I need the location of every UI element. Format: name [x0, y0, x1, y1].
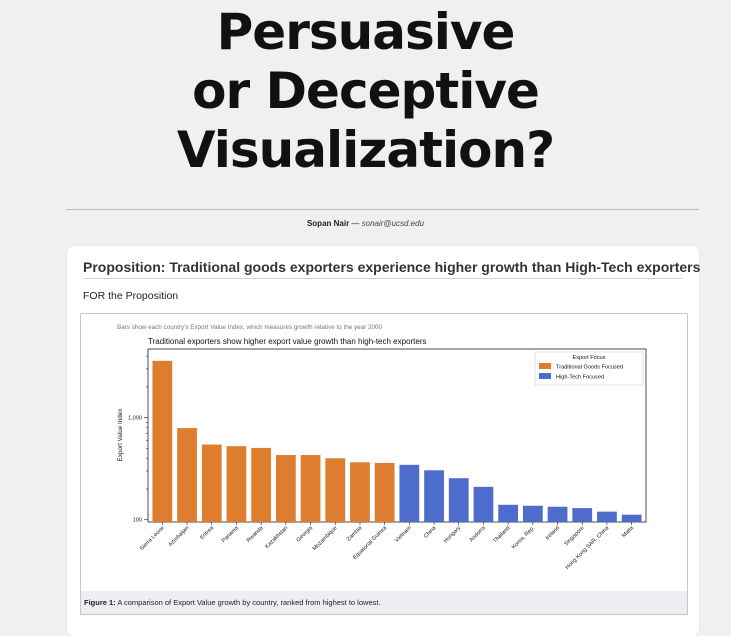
- author-email[interactable]: sonair@ucsd.edu: [361, 219, 425, 228]
- x-tick-label: Hungary: [443, 525, 462, 544]
- bar-rwanda: [251, 447, 272, 522]
- byline-separator: —: [349, 219, 362, 228]
- bar-panama: [226, 446, 247, 522]
- page-title: Persuasive or Deceptive Visualization?: [0, 0, 731, 180]
- bar-andorra: [473, 486, 494, 522]
- bar-vietnam: [399, 464, 420, 522]
- byline: Sopan Nair — sonair@ucsd.edu: [0, 219, 731, 228]
- bar-eritrea: [201, 444, 222, 522]
- y-axis-label: Export Value Index: [117, 408, 124, 462]
- x-tick-label: Mozambique: [312, 525, 339, 552]
- x-tick-label: Singapore: [563, 525, 585, 547]
- legend-label-hightech: High-Tech Focused: [556, 375, 604, 381]
- bar-chart: Bars show each country's Export Value In…: [117, 324, 647, 571]
- bar-sierra-leone: [152, 360, 173, 522]
- x-tick-label: Zambia: [346, 525, 364, 543]
- x-tick-label: Ireland: [545, 525, 561, 541]
- stance-label: FOR the Proposition: [83, 290, 179, 302]
- plot-frame: [147, 348, 647, 523]
- legend-label-traditional: Traditional Goods Focused: [556, 365, 623, 371]
- x-tick-label: Panama: [221, 525, 241, 545]
- x-tick-label: Rwanda: [246, 525, 265, 544]
- x-tick-label: Sierra Leone: [139, 525, 166, 552]
- proposition-card: Proposition: Traditional goods exporters…: [67, 246, 700, 636]
- legend-title: Export Focus: [573, 355, 606, 361]
- bar-ireland: [547, 506, 568, 522]
- bar-korea-rep: [522, 505, 543, 522]
- x-tick-label: Korea, Rep.: [511, 525, 537, 551]
- x-tick-label: Eritrea: [199, 525, 216, 542]
- bar-georgia: [300, 455, 321, 522]
- chart-title: Traditional exporters show higher export…: [148, 337, 427, 346]
- legend-box: [534, 351, 644, 386]
- bar-thailand: [498, 504, 519, 522]
- x-tick-label: Vietnam: [394, 525, 413, 544]
- bar-azerbaijan: [177, 428, 197, 522]
- proposition-heading: Proposition: Traditional goods exporters…: [83, 259, 700, 279]
- caption-label: Figure 1:: [84, 598, 116, 607]
- bar-hong-kong-sar-china: [597, 511, 617, 522]
- bar-hungary: [448, 478, 469, 522]
- bar-singapore: [572, 508, 593, 522]
- legend-swatch-hightech: [539, 373, 551, 379]
- bar-kazakhstan: [275, 455, 296, 522]
- title-divider: [66, 209, 699, 210]
- title-line-2: or Deceptive: [192, 62, 540, 120]
- x-tick-label: Azerbaijan: [168, 525, 191, 548]
- y-tick-label: 1,000: [128, 416, 142, 422]
- x-tick-label: Thailand: [492, 525, 511, 544]
- bar-zambia: [350, 462, 370, 522]
- y-tick-label: 100: [133, 518, 142, 524]
- x-tick-label: China: [423, 525, 438, 540]
- x-tick-label: Hong Kong SAR, China: [565, 525, 611, 571]
- x-tick-label: Andorra: [469, 525, 488, 544]
- bar-malta: [621, 514, 642, 522]
- legend-swatch-traditional: [539, 363, 551, 369]
- title-line-1: Persuasive: [216, 3, 516, 61]
- bar-equatorial-guinea: [374, 462, 395, 522]
- title-line-3: Visualization?: [176, 121, 555, 179]
- chart-note: Bars show each country's Export Value In…: [117, 324, 382, 331]
- figure-caption: Figure 1: A comparison of Export Value g…: [81, 591, 687, 614]
- x-tick-label: Malta: [621, 525, 636, 540]
- caption-text: A comparison of Export Value growth by c…: [115, 598, 381, 607]
- author-name: Sopan Nair: [306, 219, 350, 228]
- bar-china: [424, 470, 444, 522]
- x-tick-label: Kazakhstan: [264, 525, 289, 550]
- bar-mozambique: [325, 458, 346, 522]
- x-tick-label: Georgia: [296, 525, 315, 544]
- legend: Export Focus Traditional Goods Focused H…: [534, 351, 644, 386]
- figure-frame: Bars show each country's Export Value In…: [80, 313, 688, 615]
